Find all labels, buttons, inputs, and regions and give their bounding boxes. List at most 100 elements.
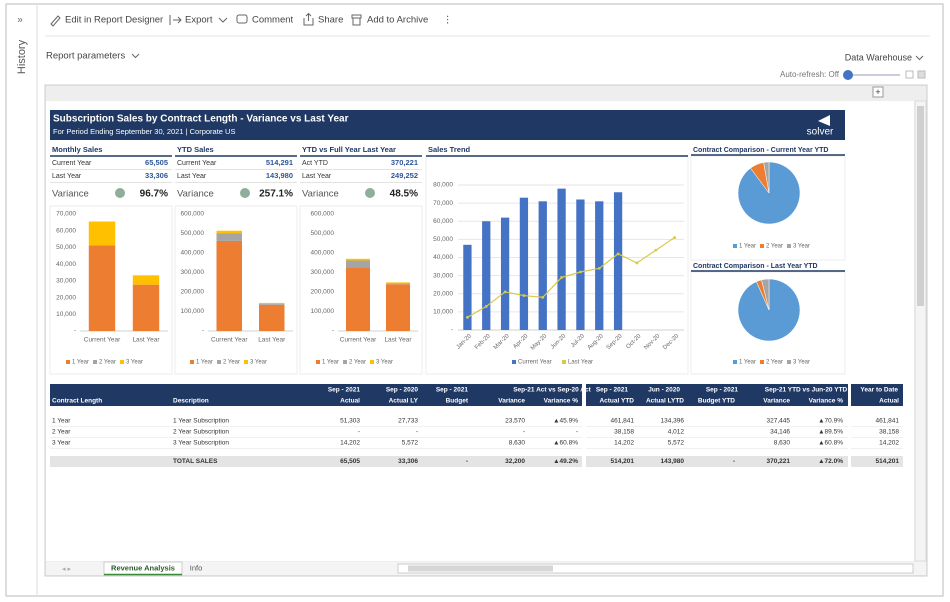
table-cell: 14,202 [614, 440, 634, 447]
tab-label[interactable]: Revenue Analysis [111, 563, 175, 572]
table-header [851, 384, 903, 406]
bar-segment [216, 240, 242, 331]
y-tick-label: 600,000 [181, 211, 205, 218]
legend-swatch [787, 360, 791, 364]
toggle-knob[interactable] [843, 70, 853, 80]
bar-segment [88, 245, 116, 331]
sidebar-label[interactable]: History [16, 39, 28, 74]
table-cell: 134,396 [661, 418, 685, 425]
column-header: Budget [446, 398, 469, 405]
dashboard: Monthly Sales Current Year 65,505 Last Year… [49, 145, 903, 467]
legend-label: 3 Year [793, 244, 810, 250]
table-cell: 8,630 [774, 440, 791, 447]
table-cell: 38,158 [614, 429, 634, 436]
line-point [466, 315, 469, 319]
total-band [851, 456, 903, 467]
table-cell: 1 Year Subscription [173, 418, 229, 425]
share-icon [303, 12, 314, 26]
bar-segment [386, 284, 410, 331]
h-scroll-thumb[interactable] [408, 565, 553, 572]
legend-label: 3 Year [250, 360, 267, 366]
toolbar-button[interactable]: Share [318, 15, 343, 26]
pie-slice [737, 278, 801, 342]
y-tick-label: 400,000 [181, 250, 205, 257]
data-source[interactable]: Data Warehouse [845, 52, 912, 62]
bar-segment [132, 275, 160, 285]
line-point [635, 261, 639, 265]
column-header: Actual [340, 398, 360, 405]
group-header: Sep - 2021 [596, 387, 629, 394]
table-cell: ▲60.8% [818, 440, 843, 447]
bar [463, 244, 472, 330]
panel-heading: YTD Sales [177, 145, 214, 154]
panel-heading: Contract Comparison - Current Year YTD [693, 147, 829, 154]
horizontal-scrollbar[interactable] [397, 563, 914, 574]
bar-segment [88, 221, 116, 246]
popout-icon[interactable] [905, 70, 914, 79]
bar-segment [346, 267, 370, 331]
bar [538, 201, 547, 330]
kpi-label: Last Year [302, 173, 332, 180]
bar [613, 192, 623, 330]
variance-label: Variance [177, 189, 214, 200]
panel-heading: YTD vs Full Year Last Year [302, 145, 396, 154]
y-tick-label: 60,000 [56, 227, 76, 234]
toolbar-button[interactable]: Add to Archive [367, 15, 428, 26]
kpi-label: Last Year [177, 173, 207, 180]
bar-segment [259, 304, 285, 305]
expand-button[interactable] [872, 86, 884, 98]
edit-icon [50, 15, 61, 27]
table-cell: 8,630 [509, 440, 526, 447]
dropdown-icon [131, 53, 140, 59]
kpi-label: Act YTD [302, 160, 328, 167]
table-header [50, 384, 582, 406]
sidebar-expand[interactable]: » [17, 15, 23, 26]
kpi-label: Current Year [177, 160, 217, 167]
bar-segment [346, 260, 370, 268]
y-tick-label: 30,000 [433, 272, 453, 279]
report-banner [50, 110, 845, 140]
fullscreen-icon[interactable] [917, 70, 926, 79]
line [467, 237, 675, 318]
legend-swatch [370, 360, 374, 364]
archive-icon [351, 14, 362, 26]
kpi-value: 33,306 [145, 171, 168, 180]
legend-label: 1 Year [196, 360, 213, 366]
group-header: Sep-21 YTD vs Jun-20 YTD [765, 387, 848, 394]
y-tick-label: 600,000 [311, 211, 335, 218]
more-menu[interactable]: ⋮ [443, 15, 453, 26]
toolbar-button[interactable]: Edit in Report Designer [65, 15, 163, 26]
x-tick-label: Current Year [84, 337, 121, 344]
legend-swatch [787, 244, 791, 248]
auto-refresh-label: Auto-refresh: Off [780, 70, 840, 79]
column-header: Actual LYTD [646, 398, 684, 405]
legend-swatch [760, 244, 764, 248]
table-header [586, 384, 848, 406]
toolbar-button[interactable]: Comment [252, 15, 294, 26]
y-tick-label: 30,000 [56, 278, 76, 285]
toolbar-button[interactable]: Export [185, 15, 213, 26]
total-cell: 514,201 [876, 458, 900, 465]
line-point [560, 276, 563, 279]
vertical-scrollbar[interactable] [914, 100, 927, 562]
y-tick-label: 20,000 [433, 290, 453, 297]
y-tick-label: 500,000 [181, 230, 205, 237]
line-point [597, 266, 601, 270]
report-parameters[interactable]: Report parameters [46, 51, 125, 62]
table-cell: 1 Year [52, 418, 71, 425]
line-point [522, 294, 526, 297]
bar [500, 217, 510, 330]
table-cell: ▲70.9% [818, 418, 843, 425]
table-cell: ▲60.8% [553, 440, 578, 447]
x-tick-label: Last Year [384, 337, 412, 344]
y-tick-label: - [332, 328, 334, 335]
legend-swatch [244, 360, 248, 364]
tab-nav[interactable]: ◂ ▸ [62, 566, 71, 573]
group-header: Sep - 2020 [386, 387, 419, 394]
legend-swatch [733, 244, 737, 248]
scroll-thumb[interactable] [917, 106, 924, 306]
group-header: Sep - 2021 [706, 387, 739, 394]
legend-label: 2 Year [349, 360, 366, 366]
status-indicator [240, 188, 250, 198]
tab-label[interactable]: Info [190, 563, 203, 572]
